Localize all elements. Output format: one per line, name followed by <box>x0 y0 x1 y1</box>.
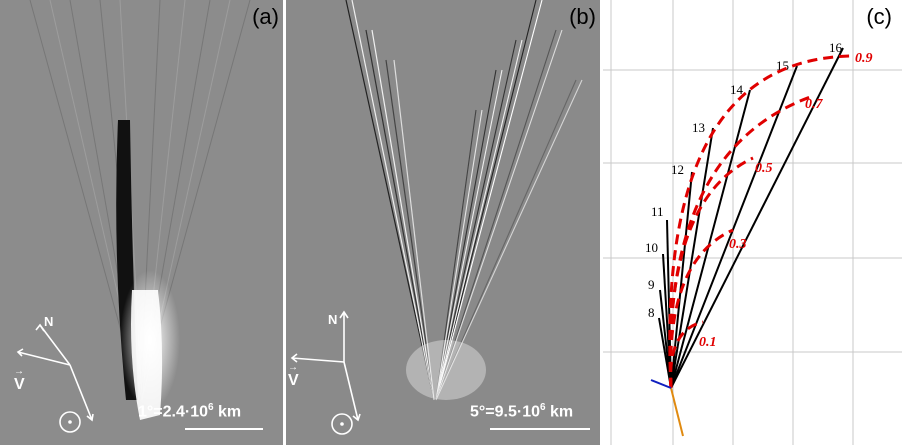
synchrone-date-label: 9 <box>648 277 655 292</box>
panel-c-synchrone-syndyne-diagram: 8 9 10 11 12 13 14 15 16 0.1 0.3 0.5 0.7 0.9 (c) <box>603 0 902 445</box>
synchrone-date-label: 14 <box>730 82 744 97</box>
synchrone-date-label: 8 <box>648 305 655 320</box>
synchrone-date-label: 13 <box>692 120 705 135</box>
syndyne-curve <box>668 54 852 389</box>
scale-bar-b <box>490 428 590 430</box>
synchrone-date-label: 16 <box>829 40 843 55</box>
velocity-label-a: → V <box>14 366 25 394</box>
synchrone-line <box>670 65 798 389</box>
synchrone-date-label: 10 <box>645 240 658 255</box>
syndyne-curve <box>669 320 704 389</box>
north-label-b: N <box>328 312 338 327</box>
panel-b-comet-image: (b) N → V 5°=9.5·106 km <box>286 0 600 445</box>
synchrone-date-label: 11 <box>651 204 664 219</box>
comet-image-b <box>345 0 583 401</box>
velocity-label-b: → V <box>288 362 299 390</box>
velocity-direction-line <box>650 379 672 389</box>
synchrone-line <box>670 89 751 389</box>
synchrone-line <box>666 219 672 389</box>
panel-c-label: (c) <box>866 4 892 29</box>
synchrone-line <box>670 47 844 389</box>
panel-a-label: (a) <box>252 4 279 29</box>
north-label-a: N <box>44 314 54 329</box>
syndyne-age-label: 0.1 <box>699 335 717 350</box>
syndyne-age-label: 0.9 <box>855 51 873 66</box>
orientation-arrows-a <box>16 323 94 433</box>
syndyne-curve <box>669 228 734 389</box>
scale-text-a: 1°=2.4·106 km <box>138 402 242 421</box>
synchrone-date-label: 12 <box>671 162 684 177</box>
orientation-arrows-b <box>290 310 361 435</box>
syndyne-age-label: 0.5 <box>755 161 773 176</box>
panel-a-comet-image: (a) N → V 1°=2.4·106 km <box>0 0 283 445</box>
syndyne-age-label: 0.3 <box>729 237 747 252</box>
synchrone-line <box>670 127 714 389</box>
sun-direction-line <box>670 387 684 437</box>
syndyne-curve <box>668 94 814 389</box>
scale-bar-a <box>185 428 263 430</box>
scale-text-b: 5°=9.5·106 km <box>470 402 574 421</box>
panel-b-label: (b) <box>569 4 596 29</box>
comet-image-a <box>29 0 251 420</box>
syndyne-age-label: 0.7 <box>805 97 824 112</box>
syndyne-curve <box>668 156 754 389</box>
